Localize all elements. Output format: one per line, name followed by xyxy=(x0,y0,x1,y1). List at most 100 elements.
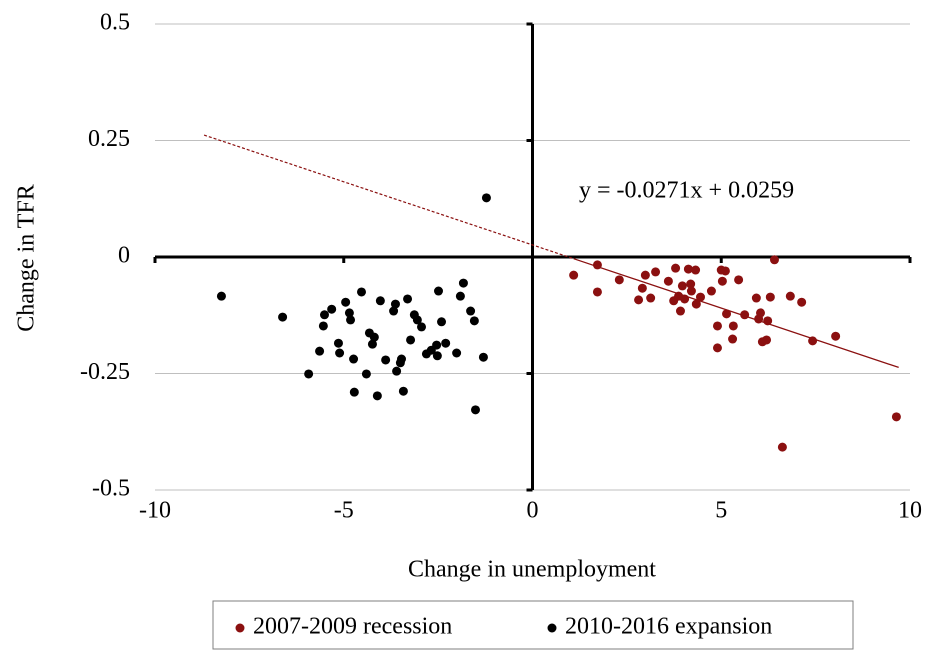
point xyxy=(466,306,476,316)
point xyxy=(367,339,377,349)
y-tick-label: -0.5 xyxy=(92,476,130,502)
point xyxy=(671,263,681,273)
point xyxy=(341,297,351,307)
point xyxy=(614,275,624,285)
y-axis-title: Change in TFR xyxy=(14,184,40,332)
point xyxy=(344,308,354,318)
point xyxy=(695,292,705,302)
point xyxy=(432,340,442,350)
point xyxy=(720,266,730,276)
point xyxy=(765,292,775,302)
point xyxy=(469,316,479,326)
point xyxy=(392,366,402,376)
point xyxy=(769,255,779,265)
point xyxy=(319,310,329,320)
point xyxy=(717,276,727,286)
point xyxy=(458,278,468,288)
point xyxy=(216,291,226,301)
point xyxy=(278,312,288,322)
trendline-extension xyxy=(203,134,574,260)
point xyxy=(455,291,465,301)
point xyxy=(728,334,738,344)
point xyxy=(663,276,673,286)
point xyxy=(349,354,359,364)
legend-label: 2007-2009 recession xyxy=(253,614,452,640)
y-tick-label: 0.25 xyxy=(88,126,130,152)
point xyxy=(356,287,366,297)
point xyxy=(728,321,738,331)
point xyxy=(686,286,696,296)
point xyxy=(398,386,408,396)
y-tick-label: 0.5 xyxy=(100,10,130,36)
point xyxy=(381,355,391,365)
x-tick-label: -5 xyxy=(334,498,354,524)
point xyxy=(751,293,761,303)
point xyxy=(646,293,656,303)
x-tick-label: 10 xyxy=(898,498,922,524)
point xyxy=(318,321,328,331)
point xyxy=(304,369,314,379)
point xyxy=(785,291,795,301)
point xyxy=(712,343,722,353)
point xyxy=(831,331,841,341)
point xyxy=(734,275,744,285)
point xyxy=(808,336,818,346)
point xyxy=(637,283,647,293)
legend-marker xyxy=(547,623,557,633)
point xyxy=(437,317,447,327)
point xyxy=(675,306,685,316)
point xyxy=(369,332,379,342)
point xyxy=(756,308,766,318)
point xyxy=(441,338,451,348)
point xyxy=(432,351,442,361)
x-tick-label: 5 xyxy=(715,498,727,524)
point xyxy=(417,322,427,332)
point xyxy=(452,348,462,358)
point xyxy=(406,335,416,345)
legend-label: 2010-2016 expansion xyxy=(565,614,772,640)
point xyxy=(333,338,343,348)
point xyxy=(686,279,696,289)
point xyxy=(712,321,722,331)
legend-marker xyxy=(235,623,245,633)
point xyxy=(680,294,690,304)
point xyxy=(434,286,444,296)
point xyxy=(691,265,701,275)
point xyxy=(349,387,359,397)
point xyxy=(389,306,399,316)
point xyxy=(706,286,716,296)
point xyxy=(478,352,488,362)
point xyxy=(375,296,385,306)
point xyxy=(797,297,807,307)
trendline-equation: y = -0.0271x + 0.0259 xyxy=(579,178,794,204)
point xyxy=(569,270,579,280)
point xyxy=(481,193,491,203)
point xyxy=(372,391,382,401)
trendline xyxy=(573,258,899,369)
point xyxy=(592,260,602,270)
point xyxy=(470,405,480,415)
point xyxy=(722,309,732,319)
point xyxy=(315,346,325,356)
point xyxy=(592,287,602,297)
point xyxy=(891,412,901,422)
point xyxy=(740,310,750,320)
point xyxy=(651,267,661,277)
point xyxy=(412,315,422,325)
point xyxy=(683,264,693,274)
point xyxy=(361,369,371,379)
point xyxy=(762,335,772,345)
y-tick-label: 0 xyxy=(118,243,130,269)
x-tick-label: 0 xyxy=(527,498,539,524)
point xyxy=(677,281,687,291)
x-axis-title: Change in unemployment xyxy=(408,557,656,583)
point xyxy=(640,270,650,280)
y-tick-label: -0.25 xyxy=(80,359,130,385)
point xyxy=(634,295,644,305)
legend-box xyxy=(212,600,854,650)
point xyxy=(346,315,356,325)
point xyxy=(390,299,400,309)
x-tick-label: -10 xyxy=(139,498,171,524)
point xyxy=(397,354,407,364)
